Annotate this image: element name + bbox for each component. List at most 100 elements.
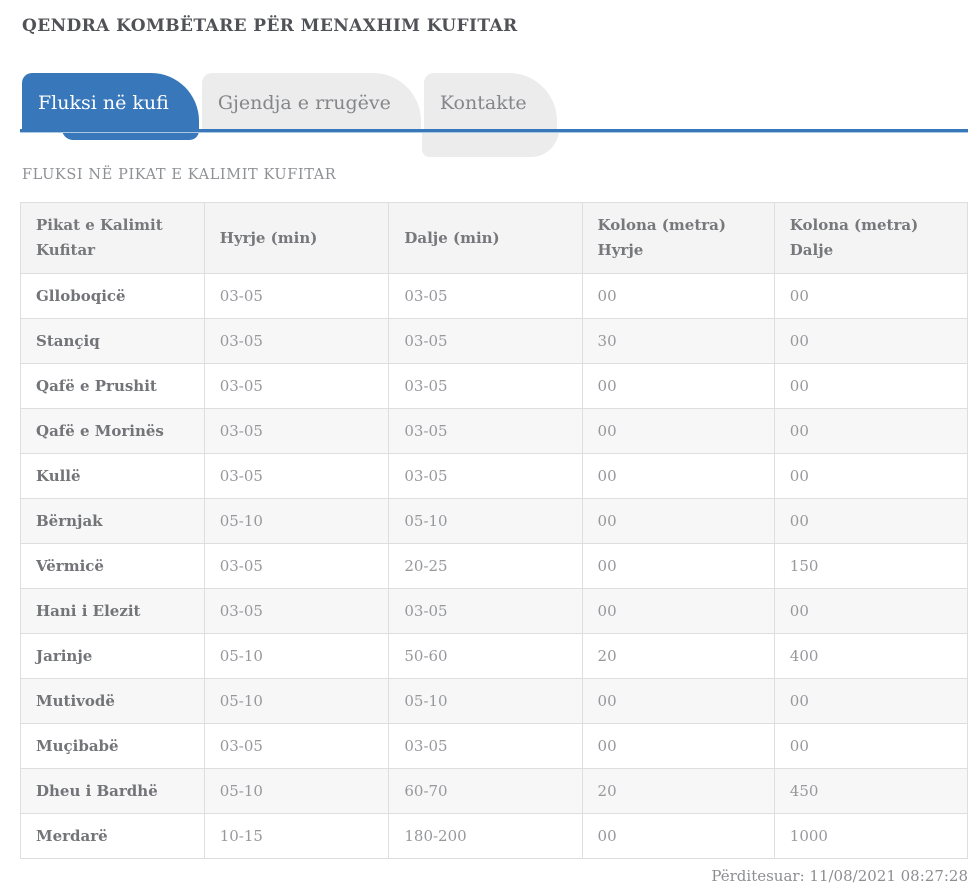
table-row: Stançiq 03-05 03-05 30 00 [20,318,969,364]
tab-bar: Fluksi në kufi Gjendja e rrugëve Kontakt… [20,73,968,157]
crossing-value: 00 [581,363,775,409]
table-row: Jarinje 05-10 50-60 20 400 [20,633,969,679]
table-row: Merdarë 10-15 180-200 00 1000 [20,813,969,859]
crossing-value: 05-10 [203,678,390,724]
tab-underline [20,129,968,133]
tab-fluksi-ne-kufi[interactable]: Fluksi në kufi [22,73,199,140]
crossing-value: 00 [581,498,775,544]
crossing-value: 03-05 [203,453,390,499]
crossing-point-name: Bërnjak [20,498,205,544]
crossing-value: 00 [773,318,969,364]
tab-label: Fluksi në kufi [38,92,169,114]
col-header-pikat: Pikat e Kalimit Kufitar [20,202,205,274]
crossing-point-name: Jarinje [20,633,205,679]
crossing-value: 00 [773,273,969,319]
crossing-value: 05-10 [203,498,390,544]
table-row: Muçibabë 03-05 03-05 00 00 [20,723,969,769]
tab-label: Gjendja e rrugëve [217,92,391,114]
crossing-value: 03-05 [388,273,583,319]
crossing-value: 00 [581,723,775,769]
col-header-kolona-hyrje: Kolona (metra) Hyrje [581,202,775,274]
crossing-point-name: Glloboqicë [20,273,205,319]
table-header: Pikat e Kalimit Kufitar Hyrje (min) Dalj… [20,202,969,274]
crossing-value: 00 [581,273,775,319]
crossing-value: 00 [773,408,969,454]
tab-tail [62,129,199,140]
crossing-value: 20 [581,633,775,679]
crossing-point-name: Merdarë [20,813,205,859]
crossing-point-name: Vërmicë [20,543,205,589]
crossing-value: 50-60 [388,633,583,679]
crossing-value: 60-70 [388,768,583,814]
crossing-value: 05-10 [388,498,583,544]
tab-tail [421,129,559,157]
table-row: Dheu i Bardhë 05-10 60-70 20 450 [20,768,969,814]
crossing-value: 00 [773,363,969,409]
crossing-value: 03-05 [203,273,390,319]
table-header-row: Pikat e Kalimit Kufitar Hyrje (min) Dalj… [20,202,969,274]
crossing-value: 00 [581,543,775,589]
crossing-value: 05-10 [388,678,583,724]
crossing-value: 05-10 [203,633,390,679]
crossing-value: 00 [773,723,969,769]
crossing-value: 03-05 [388,723,583,769]
crossing-value: 03-05 [388,408,583,454]
crossing-value: 20-25 [388,543,583,589]
table-row: Qafë e Prushit 03-05 03-05 00 00 [20,363,969,409]
crossing-value: 450 [773,768,969,814]
crossing-value: 05-10 [203,768,390,814]
tab-label: Kontakte [439,92,527,114]
col-header-hyrje-min: Hyrje (min) [203,202,390,274]
crossing-value: 00 [581,453,775,499]
col-header-kolona-dalje: Kolona (metra) Dalje [773,202,969,274]
crossing-point-name: Qafë e Prushit [20,363,205,409]
tab-kontakte[interactable]: Kontakte [421,73,559,157]
crossing-value: 03-05 [388,363,583,409]
section-title: FLUKSI NË PIKAT E KALIMIT KUFITAR [22,167,337,183]
crossing-value: 03-05 [203,588,390,634]
crossing-point-name: Hani i Elezit [20,588,205,634]
crossing-value: 1000 [773,813,969,859]
page-title: QENDRA KOMBËTARE PËR MENAXHIM KUFITAR [22,16,518,36]
crossing-value: 00 [773,453,969,499]
crossing-value: 00 [773,678,969,724]
tab-gjendja-e-rrugeve[interactable]: Gjendja e rrugëve [201,73,421,129]
crossing-value: 03-05 [203,408,390,454]
crossing-value: 03-05 [203,318,390,364]
crossing-point-name: Qafë e Morinës [20,408,205,454]
crossing-value: 00 [581,588,775,634]
crossing-value: 03-05 [203,363,390,409]
crossing-value: 00 [581,678,775,724]
crossing-point-name: Kullë [20,453,205,499]
crossing-value: 03-05 [388,588,583,634]
table-row: Bërnjak 05-10 05-10 00 00 [20,498,969,544]
crossing-value: 20 [581,768,775,814]
table-row: Vërmicë 03-05 20-25 00 150 [20,543,969,589]
table-row: Mutivodë 05-10 05-10 00 00 [20,678,969,724]
crossing-value: 00 [581,408,775,454]
table-row: Qafë e Morinës 03-05 03-05 00 00 [20,408,969,454]
crossing-value: 03-05 [388,318,583,364]
crossing-value: 180-200 [388,813,583,859]
col-header-dalje-min: Dalje (min) [388,202,583,274]
crossing-value: 03-05 [203,723,390,769]
crossing-value: 10-15 [203,813,390,859]
crossing-value: 03-05 [388,453,583,499]
crossing-point-name: Mutivodë [20,678,205,724]
last-updated-timestamp: Përditesuar: 11/08/2021 08:27:28 [711,867,968,885]
table-body: Glloboqicë 03-05 03-05 00 00 Stançiq 03-05 03-0… [20,273,969,859]
crossing-point-name: Dheu i Bardhë [20,768,205,814]
border-flux-table: Pikat e Kalimit Kufitar Hyrje (min) Dalj… [20,202,969,859]
table-row: Hani i Elezit 03-05 03-05 00 00 [20,588,969,634]
table-row: Glloboqicë 03-05 03-05 00 00 [20,273,969,319]
crossing-value: 03-05 [203,543,390,589]
crossing-value: 00 [773,588,969,634]
tab-list: Fluksi në kufi Gjendja e rrugëve Kontakt… [22,73,559,157]
crossing-value: 00 [581,813,775,859]
table-row: Kullë 03-05 03-05 00 00 [20,453,969,499]
crossing-value: 150 [773,543,969,589]
crossing-value: 400 [773,633,969,679]
crossing-value: 30 [581,318,775,364]
crossing-point-name: Stançiq [20,318,205,364]
